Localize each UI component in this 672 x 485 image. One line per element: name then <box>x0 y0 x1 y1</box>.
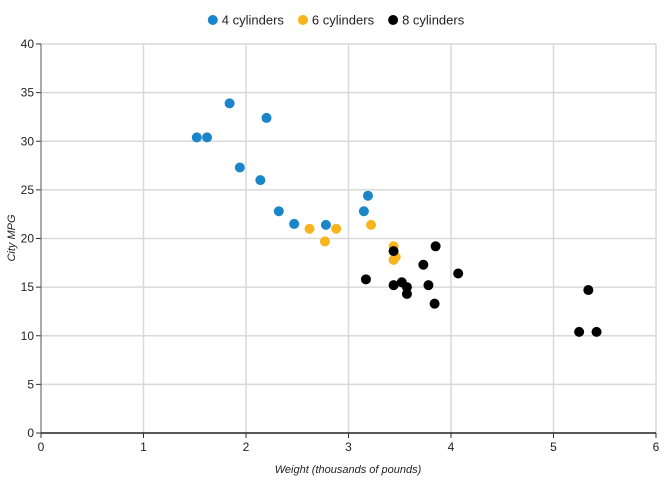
legend-label: 4 cylinders <box>222 13 285 28</box>
y-tick-label: 0 <box>27 426 34 440</box>
point-8-cylinders <box>591 326 602 337</box>
grid <box>41 43 657 433</box>
y-tick-label: 5 <box>27 377 34 391</box>
x-tick-label: 0 <box>38 440 45 454</box>
legend-marker <box>388 15 399 25</box>
point-8-cylinders <box>583 285 594 296</box>
point-6-cylinders <box>331 223 342 234</box>
legend-marker <box>207 15 218 25</box>
x-tick-label: 4 <box>448 440 455 454</box>
point-6-cylinders <box>366 219 377 230</box>
legend-label: 8 cylinders <box>402 13 465 28</box>
x-tick-label: 1 <box>140 440 147 454</box>
legend-marker <box>297 15 308 25</box>
point-8-cylinders <box>401 288 412 299</box>
y-axis-title: City MPG <box>6 214 18 262</box>
point-4-cylinders <box>289 218 300 229</box>
point-4-cylinders <box>234 162 245 173</box>
y-tick-label: 40 <box>21 37 35 51</box>
x-tick-label: 3 <box>345 440 352 454</box>
point-4-cylinders <box>202 132 213 143</box>
x-tick-label: 6 <box>653 440 660 454</box>
y-tick-label: 25 <box>21 183 35 197</box>
y-tick-label: 10 <box>21 329 35 343</box>
point-4-cylinders <box>273 206 284 217</box>
y-tick-label: 30 <box>21 134 35 148</box>
point-4-cylinders <box>320 219 331 230</box>
point-8-cylinders <box>429 298 440 309</box>
point-8-cylinders <box>423 280 434 291</box>
legend-item: 6 cylinders <box>297 13 375 28</box>
x-tick-label: 5 <box>550 440 557 454</box>
legend-item: 4 cylinders <box>207 13 285 28</box>
point-4-cylinders <box>191 132 202 143</box>
axes <box>36 43 657 438</box>
point-8-cylinders <box>430 241 441 252</box>
point-8-cylinders <box>453 268 464 279</box>
point-4-cylinders <box>358 206 369 217</box>
point-4-cylinders <box>261 112 272 123</box>
y-tick-label: 35 <box>21 86 35 100</box>
x-axis-title: Weight (thousands of pounds) <box>275 464 422 476</box>
data-points <box>191 98 602 337</box>
point-4-cylinders <box>362 190 373 201</box>
point-8-cylinders <box>388 246 399 257</box>
point-8-cylinders <box>388 280 399 291</box>
y-tick-label: 20 <box>21 232 35 246</box>
point-8-cylinders <box>574 326 585 337</box>
legend: 4 cylinders 6 cylinders 8 cylinders <box>207 13 465 28</box>
y-tick-label: 15 <box>21 280 35 294</box>
point-8-cylinders <box>418 259 429 270</box>
point-8-cylinders <box>360 274 371 285</box>
legend-item: 8 cylinders <box>388 13 465 28</box>
point-4-cylinders <box>224 98 235 109</box>
legend-label: 6 cylinders <box>312 13 375 28</box>
point-4-cylinders <box>255 175 266 186</box>
tick-labels: 0 1 2 3 4 5 6 0 5 10 15 20 25 30 35 40 <box>21 37 660 454</box>
point-6-cylinders <box>319 236 330 247</box>
x-tick-label: 2 <box>243 440 250 454</box>
point-6-cylinders <box>304 223 315 234</box>
